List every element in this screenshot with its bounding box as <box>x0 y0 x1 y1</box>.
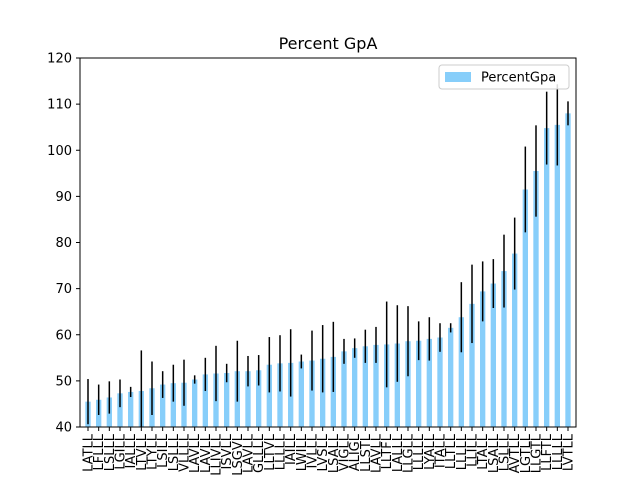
x-tick-label: LYALL <box>423 433 438 470</box>
x-tick-label: LAVLL <box>199 433 214 473</box>
x-tick-label: ITALL <box>434 433 449 468</box>
x-tick-label: LLLLL <box>412 433 427 470</box>
bar-3 <box>117 393 123 427</box>
legend-box <box>438 64 570 90</box>
x-tick-label: LGILL <box>114 433 129 469</box>
x-tick-label: LLLLL <box>455 433 470 470</box>
bar-26 <box>362 346 368 427</box>
x-tick-label: LALLL <box>391 433 406 472</box>
x-tick-label: LLTLL <box>444 433 459 469</box>
chart-title: Percent GpA <box>279 34 378 53</box>
bar-30 <box>405 341 411 427</box>
bar-25 <box>352 348 358 427</box>
bar-42 <box>533 171 539 427</box>
legend-label: PercentGpa <box>481 71 556 86</box>
x-tick-label: VIGLL <box>338 433 353 471</box>
bar-11 <box>202 374 208 427</box>
x-tick-label: LVSLL <box>316 433 331 471</box>
bar-20 <box>298 361 304 427</box>
y-tick-label: 80 <box>55 236 72 251</box>
bar-10 <box>192 379 198 427</box>
bar-31 <box>416 340 422 427</box>
plot-area: LATLLLFLLLLSLLLLGILLIALLLLTVLLLTYLLLSILL… <box>47 52 577 476</box>
x-tick-label: LSLLL <box>103 433 118 471</box>
x-tick-label: IALLL <box>124 433 139 468</box>
x-tick-label: LGTLL <box>519 433 534 473</box>
bar-43 <box>544 128 550 428</box>
x-tick-label: LTVLL <box>135 433 150 471</box>
legend-swatch <box>445 72 471 82</box>
x-tick-label: LLTFL <box>380 433 395 469</box>
bar-36 <box>469 303 475 427</box>
y-tick-label: 100 <box>47 144 72 159</box>
y-tick-label: 110 <box>47 98 72 113</box>
x-tick-label: ISVLL <box>220 433 235 469</box>
bar-13 <box>224 373 230 427</box>
bar-16 <box>256 370 262 427</box>
x-tick-label: LSALL <box>487 433 502 473</box>
bar-39 <box>501 271 507 427</box>
x-tick-label: LWILL <box>295 433 310 471</box>
x-tick-label: LLIVLL <box>210 433 225 475</box>
x-tick-label: LSGVL <box>231 433 246 475</box>
x-tick-label: LLSTL <box>359 433 374 472</box>
x-tick-label: ALIGL <box>348 433 363 471</box>
bar-21 <box>309 360 315 427</box>
x-tick-label: LAVLL <box>188 433 203 473</box>
x-tick-label: LLGTL <box>530 433 545 473</box>
y-tick-label: 60 <box>55 328 72 343</box>
x-tick-label: LSLLL <box>498 433 513 471</box>
x-tick-label: LLTVL <box>263 433 278 471</box>
x-tick-label: LTYLL <box>146 433 161 470</box>
x-tick-label: LAVLL <box>242 433 257 473</box>
x-tick-label: VLLLL <box>178 433 193 472</box>
bar-32 <box>426 338 432 427</box>
x-tick-label: LLLLL <box>274 433 289 470</box>
bar-33 <box>437 337 443 427</box>
x-tick-label: GLLLL <box>252 433 267 473</box>
x-tick-label: LLLLL <box>551 433 566 470</box>
x-tick-label: LSLLL <box>167 433 182 471</box>
bar-34 <box>448 327 454 427</box>
bar-22 <box>320 358 326 427</box>
x-tick-label: LTALL <box>476 433 491 470</box>
x-tick-label: IVLLL <box>306 433 321 468</box>
x-tick-label: LFLLL <box>92 433 107 470</box>
x-tick-label: LVTLL <box>562 433 577 471</box>
bar-37 <box>480 291 486 427</box>
y-tick-label: 50 <box>55 374 72 389</box>
x-tick-label: LSILL <box>156 433 171 468</box>
x-tick-label: LLILL <box>466 433 481 467</box>
bar-29 <box>394 343 400 427</box>
x-tick-label: AVTLL <box>508 433 523 473</box>
x-tick-label: LAVLL <box>370 433 385 473</box>
y-tick-label: 40 <box>55 421 72 436</box>
bar-4 <box>128 391 134 427</box>
bar-24 <box>341 351 347 427</box>
bar-45 <box>565 113 571 427</box>
y-tick-label: 90 <box>55 190 72 205</box>
chart-legend: PercentGpa <box>438 64 570 90</box>
bar-18 <box>277 363 283 427</box>
bar-38 <box>490 283 496 427</box>
bar-40 <box>512 253 518 427</box>
x-tick-label: IAILL <box>284 433 299 465</box>
bar-8 <box>170 383 176 427</box>
x-tick-label: LSALL <box>327 433 342 473</box>
bar-23 <box>330 356 336 427</box>
axes-frame <box>79 57 577 428</box>
x-tick-label: LLGLL <box>402 433 417 473</box>
x-tick-label: LATLL <box>82 433 97 472</box>
bar-17 <box>266 364 272 427</box>
y-tick-label: 120 <box>47 52 72 67</box>
bar-7 <box>160 384 166 427</box>
bar-41 <box>522 189 528 427</box>
x-tick-label: LLFTL <box>540 433 555 471</box>
bar-44 <box>554 124 560 427</box>
y-tick-label: 70 <box>55 282 72 297</box>
bar-27 <box>373 344 379 427</box>
bar-15 <box>245 371 251 427</box>
bar-35 <box>458 317 464 427</box>
